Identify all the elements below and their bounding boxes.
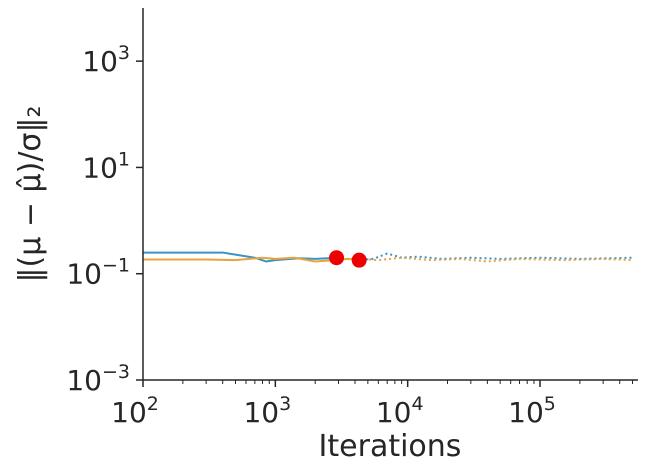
x-tick-label: 102 [111,393,159,429]
series-line-1 [143,251,337,263]
y-ticks: 10−3 10−1 101 103 [66,42,143,397]
transition-marker-1 [329,250,345,266]
x-tick-label: 105 [508,393,556,429]
x-tick-label: 104 [376,393,424,429]
series-line-4 [359,256,633,263]
series-line-2 [336,252,633,262]
y-tick-label: 101 [82,148,130,184]
x-axis-label: Iterations [319,429,462,464]
y-tick-label: 10−3 [66,361,130,397]
y-tick-label: 10−1 [66,255,130,291]
transition-marker-2 [351,252,367,268]
y-tick-label: 103 [82,42,130,78]
x-tick-label: 103 [243,393,291,429]
x-ticks: 102 103 104 105 [111,380,634,429]
plot-area [143,250,633,268]
y-axis-label: ‖(μ − μ̂)/σ‖₂ [13,106,48,283]
